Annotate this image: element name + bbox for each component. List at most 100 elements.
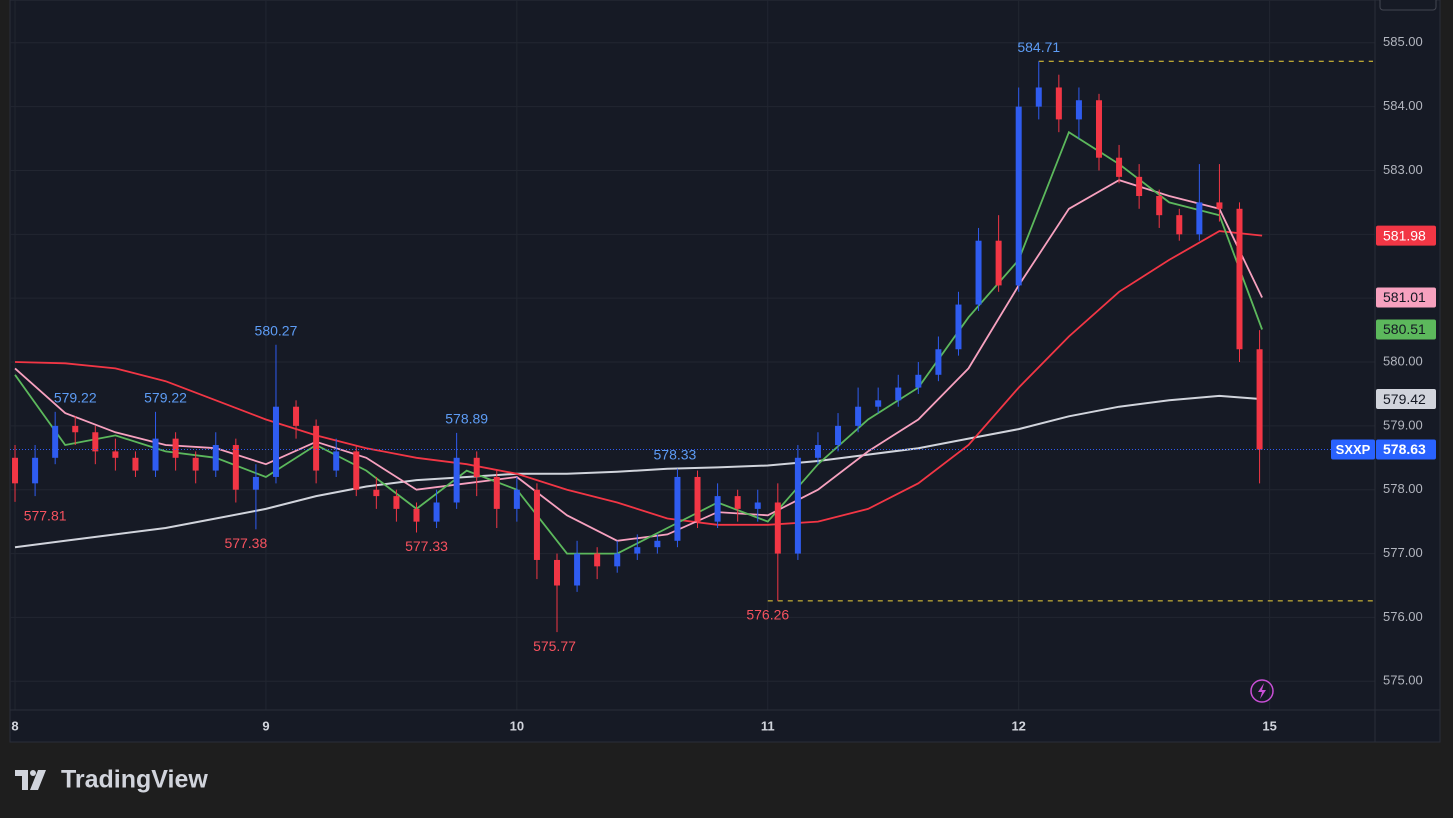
alert-bolt	[1258, 683, 1266, 699]
candle-body	[714, 496, 721, 522]
candle-body	[1015, 106, 1022, 286]
candle-body	[1035, 87, 1042, 107]
candle-body	[192, 457, 199, 471]
candle-body	[1055, 87, 1062, 120]
price-annotation: 577.33	[405, 538, 448, 554]
candle-body	[1216, 202, 1223, 209]
alert-icon[interactable]	[1250, 679, 1274, 703]
candle-body	[52, 425, 59, 458]
candle-body	[72, 425, 79, 433]
candle-body	[1136, 176, 1143, 197]
candle-body	[212, 445, 219, 471]
candle-body	[574, 553, 581, 586]
candle-body	[353, 451, 360, 490]
ma-value-box	[1376, 287, 1436, 308]
candle-body	[895, 387, 902, 401]
candle-body	[975, 240, 982, 305]
y-tick-label: 580.00	[1383, 353, 1423, 368]
candle-body	[32, 457, 39, 484]
ma-value-label: 579.42	[1383, 391, 1426, 407]
candle-body	[1196, 202, 1203, 235]
candle-body	[654, 540, 661, 548]
candle-body	[333, 451, 340, 471]
toolbar-button[interactable]	[1379, 0, 1437, 11]
axes: 575.00 576.00 577.00 578.00 579.00 580.00 581.…	[10, 0, 1440, 742]
x-tick-label: 8	[11, 718, 18, 733]
candle-body	[995, 240, 1002, 286]
ma-value-box	[1376, 319, 1436, 340]
x-tick-label: 15	[1262, 718, 1276, 733]
candle-body	[915, 374, 922, 388]
candle-body	[12, 457, 19, 484]
price-box	[1376, 439, 1436, 460]
candle-body	[172, 438, 179, 458]
price-label: 578.63	[1383, 441, 1426, 457]
price-annotation: 580.27	[255, 322, 298, 338]
y-tick-label: 575.00	[1383, 673, 1423, 688]
y-tick-label: 584.00	[1383, 98, 1423, 113]
x-tick-label: 10	[510, 718, 524, 733]
ma-value-label: 581.01	[1383, 289, 1426, 305]
candle-body	[794, 457, 801, 554]
y-tick-label: 579.00	[1383, 417, 1423, 432]
price-annotation: 578.33	[654, 446, 697, 462]
ma-value-box	[1376, 389, 1436, 410]
x-tick-label: 11	[761, 718, 775, 733]
candle-body	[1116, 157, 1123, 177]
candle-body	[413, 508, 420, 522]
candle-body	[393, 496, 400, 509]
ma-value-label: 581.98	[1383, 227, 1426, 243]
price-annotation: 575.77	[533, 638, 576, 654]
candle-body	[674, 476, 681, 541]
candle-body	[935, 349, 942, 375]
brand-logo	[15, 770, 46, 790]
candle-body	[1236, 208, 1243, 350]
candle-body	[453, 457, 460, 503]
candle-body	[594, 553, 601, 567]
grid	[10, 0, 1375, 710]
chart-pane	[9, 0, 1441, 743]
x-tick-label: 12	[1011, 718, 1025, 733]
candle-body	[1256, 349, 1263, 450]
price-annotation: 577.38	[224, 535, 267, 551]
candle-body	[1176, 215, 1183, 235]
moving-average	[14, 394, 1263, 549]
candle-body	[814, 445, 821, 458]
candle-body	[473, 457, 480, 477]
plot: 577.81 579.22 579.22 577.38 580.27 577.33 578.…	[10, 39, 1375, 654]
candle-body	[875, 400, 882, 407]
candle-body	[293, 406, 300, 426]
candle-body	[92, 432, 99, 452]
alert-circle	[1250, 679, 1274, 703]
price-annotation: 577.81	[24, 508, 67, 524]
moving-average	[14, 230, 1263, 526]
symbol-box	[1331, 439, 1375, 460]
candle-body	[754, 502, 761, 509]
symbol-label: SXXP	[1336, 442, 1371, 457]
price-annotation: 576.26	[746, 607, 789, 623]
ma-value-label: 580.51	[1383, 321, 1426, 337]
candle-body	[554, 559, 561, 586]
candle-body	[1095, 100, 1102, 158]
candle-body	[955, 304, 962, 350]
price-annotation: 579.22	[54, 390, 97, 406]
ma-value-box	[1376, 225, 1436, 246]
logo-shape	[15, 770, 28, 790]
candle-body	[373, 489, 380, 497]
candle-body	[313, 425, 320, 471]
price-annotation: 578.89	[445, 411, 488, 427]
candle-body	[252, 476, 259, 490]
candle-body	[634, 547, 641, 554]
candle-body	[493, 476, 500, 509]
brand-name: TradingView	[61, 766, 208, 794]
candle-body	[734, 496, 741, 509]
candle-body	[433, 502, 440, 522]
candle-body	[694, 476, 701, 522]
candle-body	[1156, 196, 1163, 216]
candle-body	[152, 438, 159, 471]
logo-shape	[30, 770, 46, 790]
candle-body	[272, 406, 279, 477]
logo-dot	[30, 770, 36, 776]
